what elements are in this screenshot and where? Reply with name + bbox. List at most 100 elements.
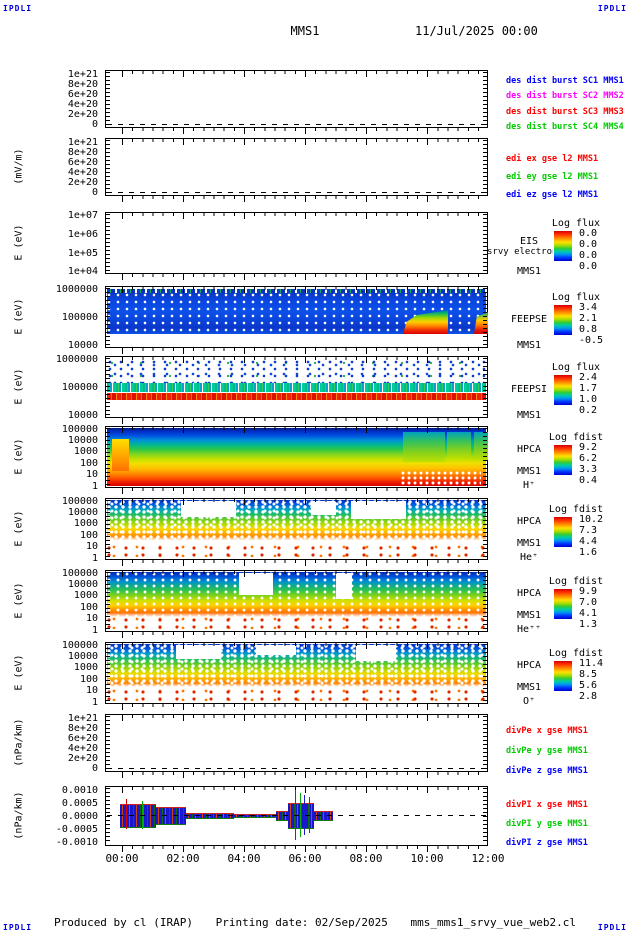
- feepse-spectrogram-top-stripe: [107, 289, 486, 293]
- y-tick: 1000000: [55, 354, 98, 365]
- y-tick: 10: [85, 613, 98, 624]
- y-tick: 6e+20: [67, 157, 98, 168]
- instrument-label-hpca: HPCA: [516, 588, 542, 599]
- y-tick: 2e+20: [67, 177, 98, 188]
- data-gap: [311, 501, 336, 515]
- y-tick: 100000: [61, 424, 98, 435]
- y-tick: 8e+20: [67, 147, 98, 158]
- colorbar-title: Log fdist: [548, 432, 604, 443]
- y-tick: 2e+20: [67, 753, 98, 764]
- colorbar-hpca-he: [553, 516, 573, 548]
- legend-divpe-x: divPe x gse MMS1: [506, 726, 588, 736]
- x-tick-1200: 12:00: [471, 852, 505, 865]
- x-tick-0200: 02:00: [166, 852, 200, 865]
- y-tick: 8e+20: [67, 723, 98, 734]
- y-tick: 0: [91, 187, 98, 198]
- y-tick: 1: [91, 481, 98, 492]
- panel-hpca-h: E (eV) 100000 10000 1000 100 10 1 HPCA M…: [0, 424, 630, 494]
- right-minor-ticks: [483, 788, 487, 844]
- panel-divpi: (nPa/km) 0.0010 0.0005 0.0000 -0.0005 -0…: [0, 785, 630, 852]
- x-tick-0800: 08:00: [349, 852, 383, 865]
- y-tick: 0: [91, 763, 98, 774]
- divpi-waveform-segment: [234, 814, 276, 818]
- colorbar-tick: 7.0: [579, 597, 598, 608]
- zero-dashed-line: [107, 192, 486, 193]
- plot-area-hpca-he: [105, 498, 488, 566]
- y-tick: 0.0010: [61, 785, 98, 796]
- spacecraft-label: MMS1: [516, 340, 542, 351]
- species-label-o: O⁺: [522, 696, 536, 707]
- left-minor-ticks: [106, 214, 110, 272]
- left-minor-ticks: [106, 572, 110, 630]
- colorbar-tick: 1.6: [579, 547, 598, 558]
- left-minor-ticks: [106, 644, 110, 702]
- hpca-he-spectrogram: [107, 500, 486, 548]
- panel-hpca-he: E (eV) 100000 10000 1000 100 10 1 HPCA M…: [0, 496, 630, 566]
- y-tick: 1e+21: [67, 69, 98, 80]
- y-tick: 10000: [67, 507, 98, 518]
- left-minor-ticks: [106, 716, 110, 770]
- panel-des-dist-burst: 1e+21 8e+20 6e+20 4e+20 2e+20 0 des dist…: [0, 69, 630, 134]
- panel-feepsi: E (eV) 1000000 100000 10000 FEEPSI MMS1 …: [0, 354, 630, 424]
- data-gap: [256, 645, 296, 655]
- y-tick: 1000: [73, 662, 98, 673]
- colorbar-eis: [553, 230, 573, 262]
- spacecraft-label: MMS1: [516, 266, 542, 277]
- colorbar-tick: 2.8: [579, 691, 598, 702]
- plot-area-edi: [105, 138, 488, 202]
- panel-eis-electron: E (eV) 1e+07 1e+06 1e+05 1e+04 EIS srvy …: [0, 210, 630, 280]
- feepsi-scattered-points: [107, 360, 486, 383]
- data-gap: [336, 573, 352, 599]
- colorbar-title: Log fdist: [548, 576, 604, 587]
- right-minor-ticks: [483, 72, 487, 126]
- data-gap: [239, 573, 273, 595]
- divpi-waveform-segment: [186, 813, 234, 819]
- right-minor-ticks: [483, 572, 487, 630]
- y-tick: 10000: [67, 340, 98, 351]
- colorbar-feepse: [553, 304, 573, 336]
- hpca-he-red-specks: [107, 545, 486, 557]
- zero-dashed-line: [107, 768, 486, 769]
- colorbar-tick: 4.1: [579, 608, 598, 619]
- spacecraft-title: MMS1: [290, 24, 320, 38]
- y-tick: 6e+20: [67, 89, 98, 100]
- colorbar-tick: 3.4: [579, 302, 598, 313]
- hpca-h-green-patch: [447, 432, 471, 459]
- legend-divpi-x: divPI x gse MMS1: [506, 800, 588, 810]
- legend-des-sc3: des dist burst SC3 MMS3: [506, 107, 624, 117]
- y-tick: 10000: [67, 651, 98, 662]
- y-tick: 10000: [67, 435, 98, 446]
- left-minor-ticks: [106, 788, 110, 844]
- colorbar-hpca-hepp: [553, 588, 573, 620]
- right-minor-ticks: [483, 716, 487, 770]
- colorbar-title: Log fdist: [548, 648, 604, 659]
- hpca-h-dropouts: [401, 471, 481, 485]
- hpca-h-green-patch: [403, 432, 445, 462]
- data-gap: [181, 501, 236, 517]
- plot-datetime: 11/Jul/2025 00:00: [415, 24, 538, 38]
- legend-des-sc4: des dist burst SC4 MMS4: [506, 122, 624, 132]
- panel-hpca-o: E (eV) 100000 10000 1000 100 10 1 HPCA M…: [0, 640, 630, 710]
- species-label-hepp: He⁺⁺: [516, 624, 542, 635]
- y-tick: 1000: [73, 590, 98, 601]
- species-label-h: H⁺: [522, 480, 536, 491]
- y-tick: 4e+20: [67, 743, 98, 754]
- ipdli-badge-top-left: IPDLI: [3, 4, 33, 13]
- colorbar-tick: 10.2: [579, 514, 604, 525]
- colorbar-tick: 0.0: [579, 261, 598, 272]
- y-tick: 0.0000: [61, 811, 98, 822]
- y-tick: 100: [79, 602, 98, 613]
- y-tick: 1000: [73, 518, 98, 529]
- left-minor-ticks: [106, 72, 110, 126]
- legend-edi-ez: edi ez gse l2 MMS1: [506, 190, 599, 200]
- y-tick: 100000: [61, 640, 98, 651]
- hpca-hepp-red-specks: [107, 617, 486, 629]
- legend-des-sc1: des dist burst SC1 MMS1: [506, 76, 624, 86]
- y-tick: -0.0005: [55, 824, 98, 835]
- legend-divpe-z: divPe z gse MMS1: [506, 766, 588, 776]
- hpca-hepp-spectrogram: [107, 572, 486, 622]
- y-tick: 0: [91, 119, 98, 130]
- y-tick: 10: [85, 685, 98, 696]
- x-tick-0000: 00:00: [105, 852, 139, 865]
